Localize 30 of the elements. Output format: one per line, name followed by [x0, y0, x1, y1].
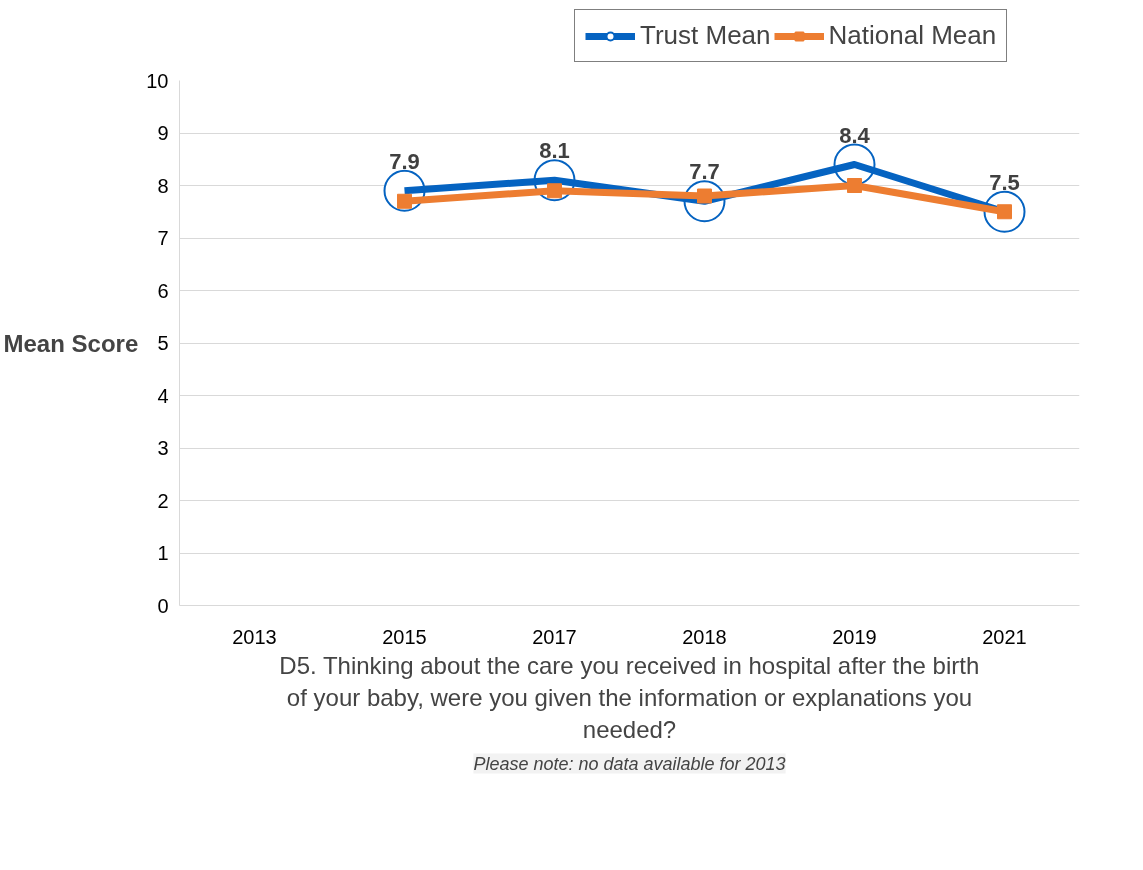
y-tick-label: 4	[157, 384, 169, 407]
data-label: 7.5	[989, 169, 1020, 195]
data-label: 7.7	[689, 159, 720, 185]
x-tick-label: 2015	[382, 625, 427, 648]
y-tick-label: 9	[157, 122, 169, 144]
x-tick-label: 2018	[682, 625, 727, 648]
text: Please note: no data available for 2013	[473, 753, 786, 774]
x-tick-label: 2017	[532, 625, 577, 648]
x-tick-label: 2019	[832, 625, 877, 648]
x-axis-title: D5. Thinking about the care you received in hospital after the birth of your baby, were you given the information or explanations you needed?	[279, 651, 980, 744]
y-axis-title: Mean Score	[3, 329, 139, 357]
y-tick-label: 3	[157, 437, 169, 459]
y-tick-label: 0	[157, 594, 169, 617]
y-tick-label: 1	[157, 542, 169, 564]
y-tick-label: 7	[157, 227, 169, 249]
y-tick-label: 5	[157, 332, 169, 354]
point	[547, 183, 562, 199]
x-tick-label: 2021	[982, 625, 1027, 648]
y-tick-label: 6	[157, 279, 169, 302]
legend-label: National Mean	[828, 20, 997, 51]
y-tick-label: 10	[146, 69, 169, 92]
y-tick-label: 2	[157, 489, 169, 512]
point	[847, 178, 862, 193]
data-label: 8.1	[539, 138, 570, 164]
x-tick-label: 2013	[232, 625, 277, 648]
data-label: 7.9	[389, 148, 420, 174]
legend-label: Trust Mean	[640, 20, 771, 51]
point	[397, 193, 412, 209]
data-label: 8.4	[839, 122, 871, 148]
y-tick-label: 8	[157, 174, 169, 197]
